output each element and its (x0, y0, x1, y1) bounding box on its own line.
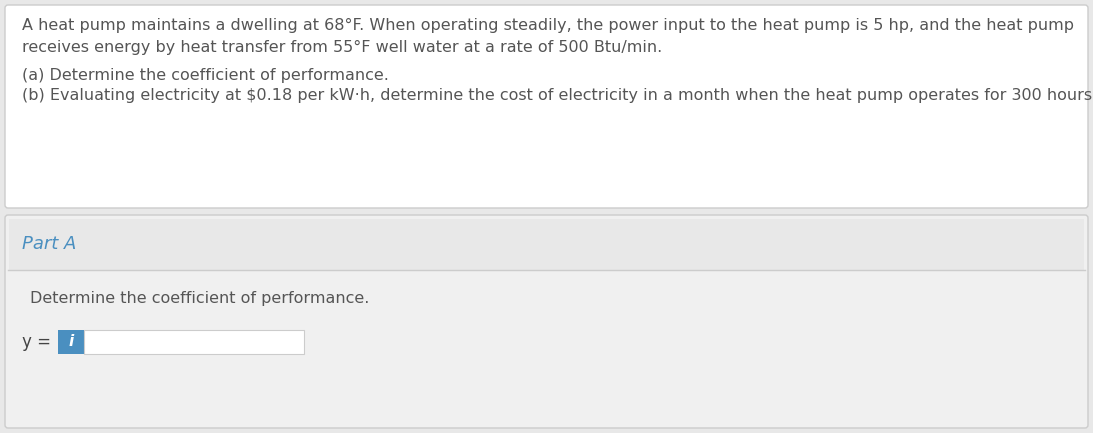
Bar (84, 330, 304, 354)
Text: A heat pump maintains a dwelling at 68°F. When operating steadily, the power inp: A heat pump maintains a dwelling at 68°F… (22, 18, 1074, 33)
Bar (9, 219, 1084, 270)
Text: (b) Evaluating electricity at $0.18 per kW·h, determine the cost of electricity : (b) Evaluating electricity at $0.18 per … (22, 88, 1093, 103)
Text: Determine the coefficient of performance.: Determine the coefficient of performance… (30, 291, 369, 306)
FancyBboxPatch shape (5, 5, 1088, 208)
Text: (a) Determine the coefficient of performance.: (a) Determine the coefficient of perform… (22, 68, 389, 83)
Text: y =: y = (22, 333, 51, 351)
Text: Part A: Part A (22, 235, 77, 253)
Text: receives energy by heat transfer from 55°F well water at a rate of 500 Btu/min.: receives energy by heat transfer from 55… (22, 40, 662, 55)
FancyBboxPatch shape (5, 215, 1088, 428)
Text: i: i (69, 335, 73, 349)
Bar (58, 330, 84, 354)
